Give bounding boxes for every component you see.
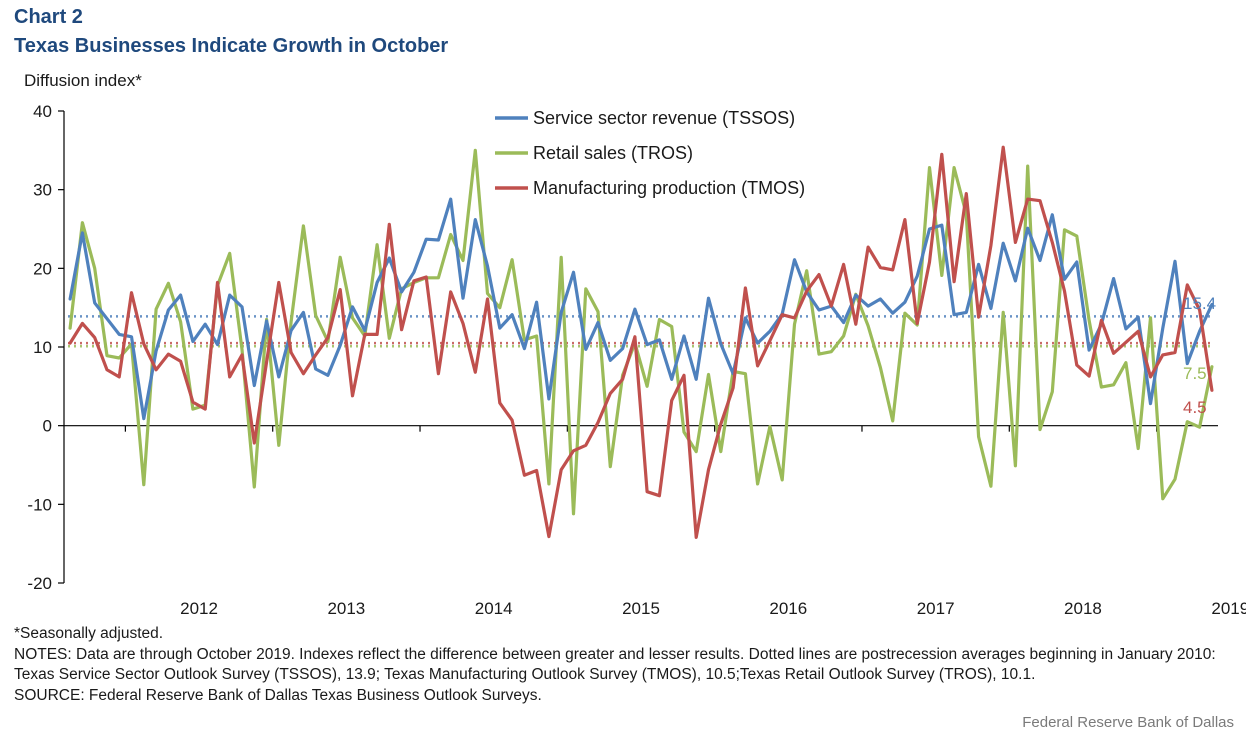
footnotes: *Seasonally adjusted. NOTES: Data are th… (14, 624, 1219, 706)
series-line-0 (68, 197, 1214, 421)
series-lines (68, 145, 1214, 540)
x-tick-label: 2017 (917, 599, 955, 618)
chart-title: Texas Businesses Indicate Growth in Octo… (14, 35, 449, 57)
credit-text: Federal Reserve Bank of Dallas (1022, 714, 1234, 731)
x-tick-label: 2015 (622, 599, 660, 618)
legend-label-1: Retail sales (TROS) (533, 143, 693, 163)
notes-text: NOTES: Data are through October 2019. In… (14, 645, 1216, 684)
x-tick-label: 2016 (769, 599, 807, 618)
source-text: SOURCE: Federal Reserve Bank of Dallas T… (14, 686, 542, 704)
series-line-2 (68, 145, 1214, 540)
y-tick-label: -10 (27, 495, 52, 514)
end-label-0: 15.4 (1183, 294, 1216, 313)
y-tick-label: 30 (33, 181, 52, 200)
seasonal-note: *Seasonally adjusted. (14, 625, 164, 642)
x-tick-label: 2013 (327, 599, 365, 618)
y-tick-label: -20 (27, 574, 52, 593)
y-tick-label: 0 (43, 417, 52, 436)
x-tick-label: 2019 (1211, 599, 1246, 618)
y-axis-label: Diffusion index* (24, 71, 142, 90)
end-labels: 15.4 7.5 4.5 (1183, 294, 1216, 417)
x-tick-label: 2014 (475, 599, 513, 618)
legend-label-0: Service sector revenue (TSSOS) (533, 108, 795, 128)
chart-number: Chart 2 (14, 6, 83, 28)
x-tick-label: 2012 (180, 599, 218, 618)
y-tick-label: 10 (33, 338, 52, 357)
end-label-2: 4.5 (1183, 398, 1207, 417)
x-tick-label: 2018 (1064, 599, 1102, 618)
legend-label-2: Manufacturing production (TMOS) (533, 178, 805, 198)
legend: Service sector revenue (TSSOS) Retail sal… (495, 108, 805, 198)
line-chart: -20 -10 0 10 20 30 40 2012 2013 2014 2015 2016 2017 2… (27, 102, 1246, 618)
y-tick-label: 40 (33, 102, 52, 121)
y-tick-label: 20 (33, 259, 52, 278)
end-label-1: 7.5 (1183, 364, 1207, 383)
